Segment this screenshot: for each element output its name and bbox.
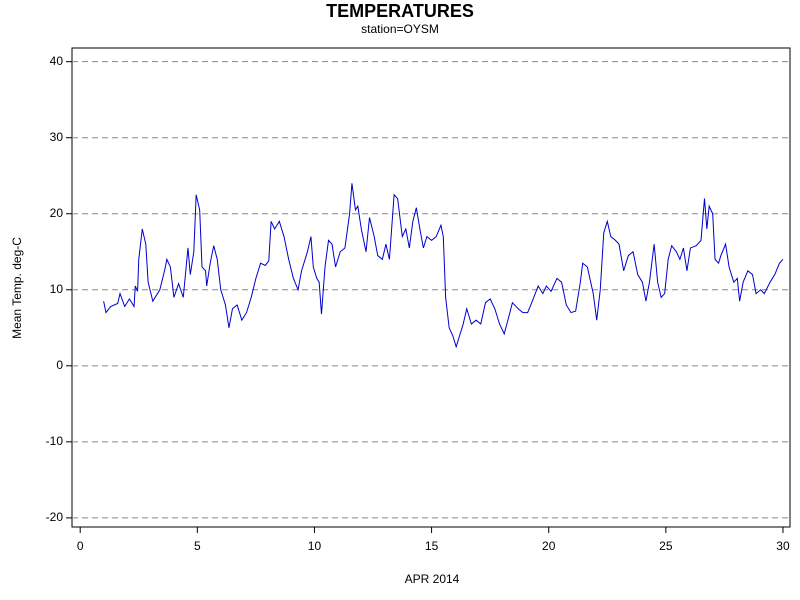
x-tick-label: 0 <box>77 539 84 553</box>
x-tick-label: 30 <box>776 539 790 553</box>
x-tick-label: 20 <box>542 539 556 553</box>
x-tick-label: 15 <box>425 539 439 553</box>
y-tick-label: 20 <box>50 206 64 220</box>
line <box>103 183 784 349</box>
y-tick-label: 10 <box>50 282 64 296</box>
chart-title: TEMPERATURES <box>326 1 474 21</box>
x-tick-label: 25 <box>659 539 673 553</box>
y-tick-label: 30 <box>50 130 64 144</box>
y-tick-label: 0 <box>56 358 63 372</box>
x-tick-label: 10 <box>308 539 322 553</box>
y-axis-label: Mean Temp. deg-C <box>10 237 24 339</box>
y-tick-label: -10 <box>46 434 64 448</box>
y-tick-label: 40 <box>50 54 64 68</box>
y-tick-label: -20 <box>46 510 64 524</box>
chart-subtitle: station=OYSM <box>361 22 439 36</box>
plot-frame <box>71 47 791 528</box>
x-axis-label: APR 2014 <box>405 572 460 586</box>
x-tick-label: 5 <box>194 539 201 553</box>
